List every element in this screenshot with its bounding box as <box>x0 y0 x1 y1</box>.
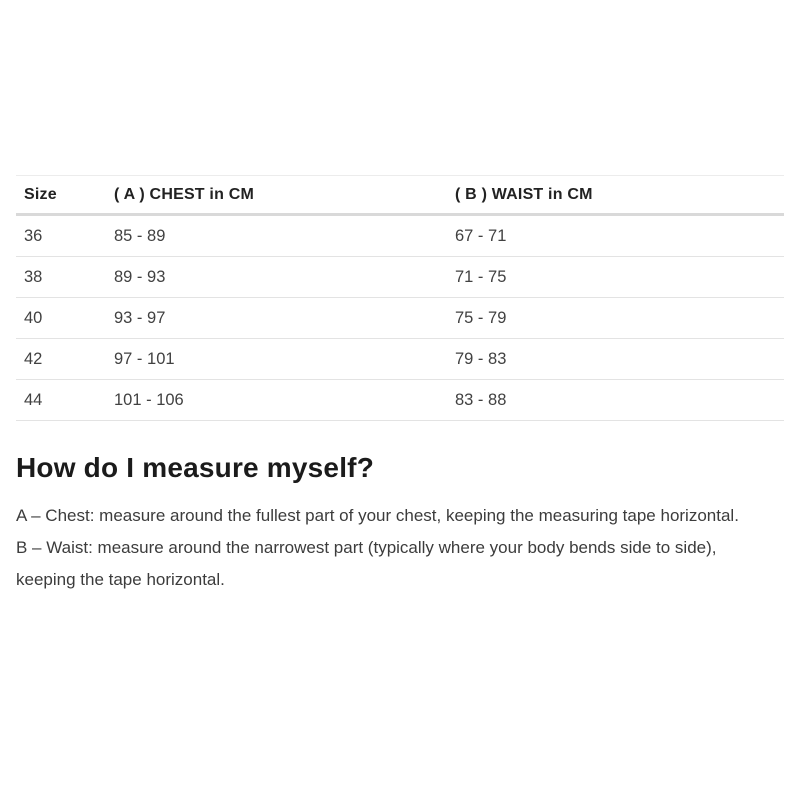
table-row: 40 93 - 97 75 - 79 <box>16 297 784 339</box>
table-row: 36 85 - 89 67 - 71 <box>16 214 784 257</box>
chest-cell: 97 - 101 <box>106 338 447 380</box>
measure-instruction-waist: B – Waist: measure around the narrowest … <box>16 538 717 589</box>
size-cell: 40 <box>16 297 106 339</box>
waist-cell: 67 - 71 <box>447 214 784 257</box>
column-header-size: Size <box>16 175 106 216</box>
measure-section-heading: How do I measure myself? <box>16 452 375 483</box>
column-header-chest: ( A ) CHEST in CM <box>106 175 447 216</box>
table-header-row: Size ( A ) CHEST in CM ( B ) WAIST in CM <box>16 175 784 216</box>
chest-cell: 101 - 106 <box>106 379 447 421</box>
table-row: 44 101 - 106 83 - 88 <box>16 379 784 421</box>
chest-cell: 89 - 93 <box>106 256 447 298</box>
waist-cell: 83 - 88 <box>447 379 784 421</box>
waist-cell: 79 - 83 <box>447 338 784 380</box>
table-row: 42 97 - 101 79 - 83 <box>16 338 784 380</box>
table-row: 38 89 - 93 71 - 75 <box>16 256 784 298</box>
waist-cell: 71 - 75 <box>447 256 784 298</box>
size-cell: 42 <box>16 338 106 380</box>
size-cell: 38 <box>16 256 106 298</box>
size-chart-table: Size ( A ) CHEST in CM ( B ) WAIST in CM… <box>16 175 784 421</box>
chest-cell: 85 - 89 <box>106 214 447 257</box>
size-cell: 44 <box>16 379 106 421</box>
measure-instruction-chest: A – Chest: measure around the fullest pa… <box>16 506 739 525</box>
size-cell: 36 <box>16 214 106 257</box>
column-header-waist: ( B ) WAIST in CM <box>447 175 784 216</box>
waist-cell: 75 - 79 <box>447 297 784 339</box>
chest-cell: 93 - 97 <box>106 297 447 339</box>
